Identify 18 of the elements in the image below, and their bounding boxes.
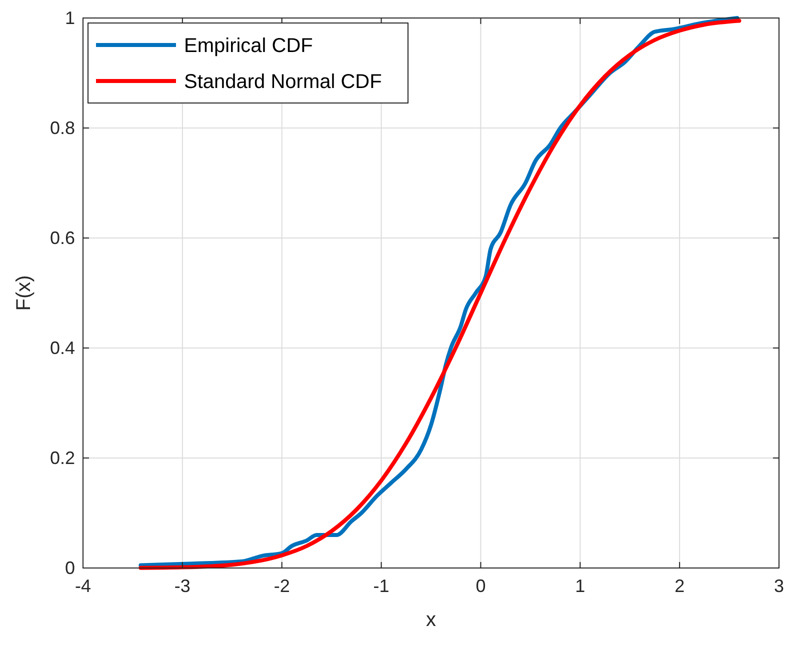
y-tick-label: 0.4 (50, 338, 75, 358)
y-tick-label: 0.6 (50, 228, 75, 248)
x-tick-label: 3 (774, 576, 784, 596)
y-tick-label: 0.8 (50, 118, 75, 138)
y-tick-label: 0 (64, 558, 75, 578)
x-tick-label: 1 (575, 576, 586, 596)
x-tick-label: 0 (476, 576, 486, 596)
x-tick-label: 2 (674, 576, 685, 596)
x-tick-label: -4 (74, 576, 92, 596)
legend-label: Empirical CDF (184, 35, 313, 57)
x-tick-label: -3 (174, 576, 190, 596)
y-tick-label: 1 (64, 8, 75, 28)
y-axis-title: F(x) (13, 275, 35, 311)
x-tick-label: -2 (274, 576, 290, 596)
x-axis-title: x (426, 609, 436, 631)
y-tick-label: 0.2 (50, 448, 75, 468)
x-tick-label: -1 (373, 576, 390, 596)
legend-label: Standard Normal CDF (184, 71, 382, 93)
